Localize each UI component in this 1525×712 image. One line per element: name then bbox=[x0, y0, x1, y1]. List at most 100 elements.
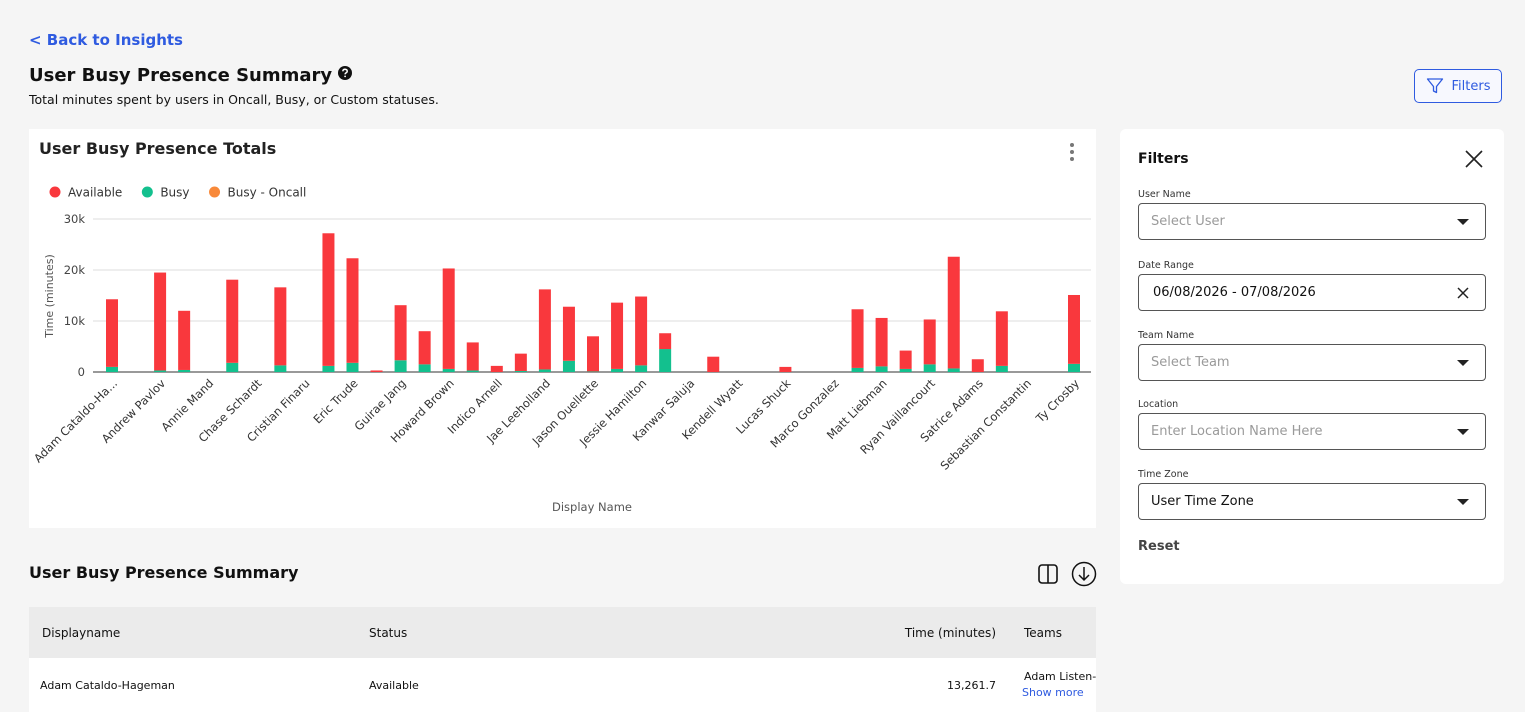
bar-segment bbox=[923, 319, 936, 365]
field-input[interactable]: 06/08/2026 - 07/08/2026 bbox=[1138, 274, 1486, 311]
bar-segment bbox=[995, 365, 1008, 372]
filter-icon bbox=[1426, 78, 1443, 94]
reset-button[interactable]: Reset bbox=[1138, 539, 1180, 554]
legend-label: Busy - Oncall bbox=[228, 186, 307, 200]
column-header: Time (minutes) bbox=[904, 626, 996, 640]
dropdown-icon[interactable] bbox=[1455, 214, 1471, 230]
filters-button[interactable]: Filters bbox=[1414, 69, 1502, 103]
x-axis-label: Display Name bbox=[552, 500, 632, 514]
bar-segment bbox=[995, 311, 1008, 366]
table-cell: Adam Listen-I bbox=[1024, 670, 1096, 683]
x-tick-label: Eric Trude bbox=[310, 376, 360, 426]
bar-segment bbox=[611, 368, 624, 372]
field-input[interactable]: Select User bbox=[1138, 203, 1486, 240]
help-icon[interactable] bbox=[338, 66, 353, 80]
table-header bbox=[29, 607, 1096, 658]
legend-label: Available bbox=[68, 186, 122, 200]
bar-segment bbox=[851, 367, 864, 372]
y-tick-label: 10k bbox=[64, 314, 86, 328]
field-value: 06/08/2026 - 07/08/2026 bbox=[1153, 285, 1316, 300]
bar-segment bbox=[875, 317, 888, 367]
bar-segment bbox=[418, 331, 431, 365]
bar-segment bbox=[346, 258, 359, 363]
y-tick-label: 0 bbox=[78, 365, 85, 379]
dropdown-icon[interactable] bbox=[1455, 355, 1471, 371]
field-label: User Name bbox=[1138, 189, 1191, 200]
bar-segment bbox=[562, 306, 575, 361]
field-input[interactable]: Select Team bbox=[1138, 344, 1486, 381]
bar-segment bbox=[370, 370, 383, 372]
bar-segment bbox=[1068, 294, 1080, 364]
bar-segment bbox=[899, 368, 912, 372]
filters-title: Filters bbox=[1138, 151, 1189, 167]
field-input[interactable]: Enter Location Name Here bbox=[1138, 413, 1486, 450]
bar-segment bbox=[514, 353, 527, 371]
bar-segment bbox=[635, 365, 648, 372]
menu-dot[interactable] bbox=[1070, 157, 1074, 161]
page-subtitle: Total minutes spent by users in Oncall, … bbox=[29, 92, 439, 107]
bar-segment bbox=[659, 333, 672, 350]
table-cell: Available bbox=[369, 679, 419, 692]
y-tick-label: 20k bbox=[64, 263, 86, 277]
bar-segment bbox=[635, 296, 648, 366]
caret bbox=[1457, 219, 1469, 225]
bar-segment bbox=[418, 364, 431, 372]
bar-segment bbox=[779, 366, 792, 372]
page-title: User Busy Presence Summary bbox=[29, 65, 353, 86]
field-label: Team Name bbox=[1138, 330, 1195, 341]
dropdown-icon[interactable] bbox=[1455, 494, 1471, 510]
bar-segment bbox=[178, 310, 191, 370]
show-more-link[interactable]: Show more bbox=[1022, 686, 1084, 699]
bar-segment bbox=[274, 287, 287, 366]
bar-segment bbox=[1068, 363, 1080, 372]
bar-segment bbox=[442, 368, 455, 372]
bar-segment bbox=[851, 309, 864, 368]
bar-segment bbox=[226, 279, 239, 363]
bar-segment bbox=[154, 272, 167, 371]
bar-segment bbox=[562, 360, 575, 372]
close-icon[interactable] bbox=[1464, 149, 1484, 169]
table-title: User Busy Presence Summary bbox=[29, 563, 299, 582]
bar-segment bbox=[611, 302, 624, 369]
filters-panel: Filters Reset User Name Select User Date R… bbox=[1120, 129, 1504, 584]
bar-segment bbox=[466, 342, 479, 371]
download-icon[interactable] bbox=[1071, 561, 1097, 587]
field-label: Time Zone bbox=[1138, 469, 1189, 480]
caret bbox=[1457, 429, 1469, 435]
bar-segment bbox=[178, 369, 191, 372]
menu-dot[interactable] bbox=[1070, 150, 1074, 154]
chart-card: User Busy Presence Totals Display Name T… bbox=[29, 129, 1096, 528]
column-header: Displayname bbox=[42, 626, 121, 640]
bar-segment bbox=[659, 349, 672, 372]
table-cell: Adam Cataldo-Hageman bbox=[40, 679, 175, 692]
bar-segment bbox=[587, 336, 599, 372]
field-input[interactable]: User Time Zone bbox=[1138, 483, 1486, 520]
bar-segment bbox=[442, 268, 455, 369]
bar-segment bbox=[538, 369, 551, 372]
x-tick-label: Ty Crosby bbox=[1032, 376, 1082, 426]
bar-segment bbox=[707, 356, 720, 372]
bar-segment bbox=[514, 370, 527, 372]
x-tick-label: Adam Cataldo-Ha... bbox=[31, 376, 120, 465]
bar-segment bbox=[923, 364, 936, 372]
field-value: User Time Zone bbox=[1151, 494, 1254, 509]
legend-swatch bbox=[49, 186, 61, 198]
bar-segment bbox=[106, 366, 118, 372]
legend-label: Busy bbox=[160, 186, 189, 200]
clear-glyph bbox=[1457, 287, 1469, 299]
columns-icon[interactable] bbox=[1036, 562, 1060, 586]
chart: User Busy Presence Totals Display Name T… bbox=[31, 139, 1091, 514]
clear-icon[interactable] bbox=[1455, 285, 1471, 301]
chart-title: User Busy Presence Totals bbox=[39, 139, 276, 158]
field-label: Date Range bbox=[1138, 260, 1194, 271]
menu-dot[interactable] bbox=[1070, 143, 1074, 147]
y-axis-label: Time (minutes) bbox=[43, 254, 56, 339]
field-placeholder: Select User bbox=[1151, 214, 1225, 229]
back-link[interactable]: < Back to Insights bbox=[29, 31, 183, 49]
field-label: Location bbox=[1138, 399, 1179, 410]
bar-segment bbox=[346, 362, 359, 372]
bar-segment bbox=[490, 365, 503, 372]
bar-segment bbox=[106, 299, 118, 367]
dropdown-icon[interactable] bbox=[1455, 424, 1471, 440]
